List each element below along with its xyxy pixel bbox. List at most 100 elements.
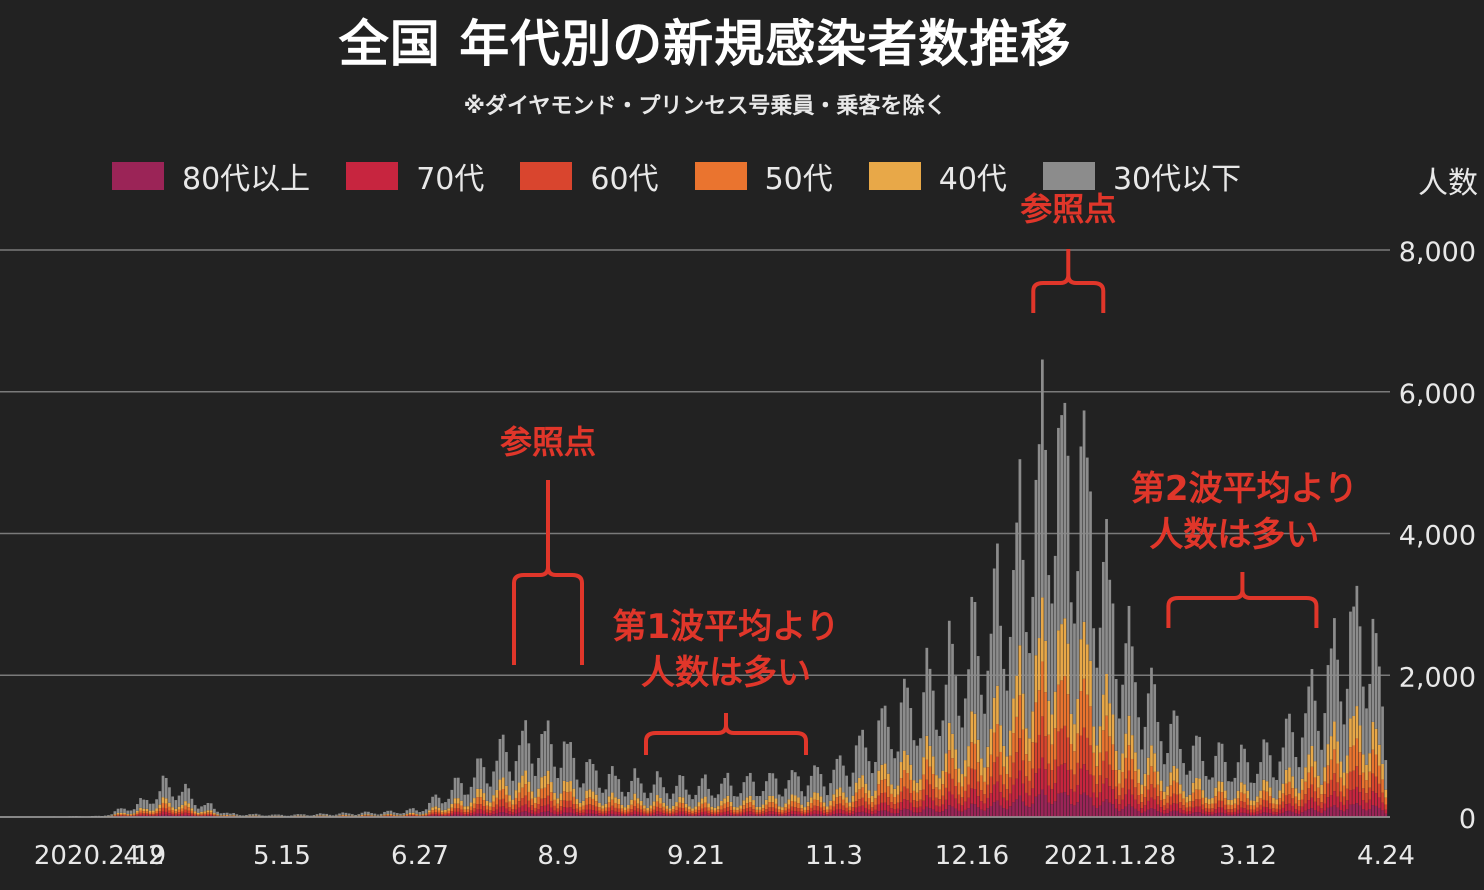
bar-segment-series-4 <box>1008 730 1012 756</box>
bar-segment-series-5 <box>954 676 958 750</box>
bar-segment-series-2 <box>408 815 412 816</box>
bar-segment-series-1 <box>196 815 200 817</box>
bar-segment-series-2 <box>803 812 807 815</box>
bar-segment-series-4 <box>858 777 861 790</box>
bar-segment-series-3 <box>813 799 816 806</box>
bar-segment-series-4 <box>896 785 900 795</box>
bar-segment-series-2 <box>142 813 146 815</box>
bar-segment-series-5 <box>960 727 964 775</box>
bar-segment-series-0 <box>1082 792 1086 817</box>
bar-segment-series-5 <box>1291 732 1295 777</box>
bar-segment-series-5 <box>928 668 932 746</box>
bar-segment-series-3 <box>1259 798 1262 805</box>
bar-segment-series-0 <box>572 813 576 817</box>
bar-segment-series-4 <box>517 782 521 793</box>
bar-segment-series-0 <box>1329 806 1333 817</box>
bar-segment-series-1 <box>193 815 197 817</box>
bar-segment-series-2 <box>1233 808 1237 812</box>
bar-segment-series-2 <box>450 811 454 814</box>
bar-segment-series-4 <box>383 814 386 816</box>
bar-segment-series-4 <box>180 804 184 809</box>
bar-segment-series-3 <box>216 815 219 816</box>
bar-segment-series-4 <box>659 797 662 804</box>
bar-segment-series-3 <box>1024 754 1028 777</box>
bar-segment-series-1 <box>700 811 704 815</box>
bar-segment-series-5 <box>591 763 595 792</box>
chart-title: 全国 年代別の新規感染者数推移 <box>338 15 1072 73</box>
bar-segment-series-1 <box>601 813 605 816</box>
bar-segment-series-0 <box>476 813 479 817</box>
bar-segment-series-3 <box>1342 785 1346 797</box>
bar-segment-series-4 <box>1063 618 1067 677</box>
bar-segment-series-4 <box>1211 798 1214 804</box>
bar-segment-series-3 <box>1118 783 1121 796</box>
bar-segment-series-4 <box>1249 800 1253 806</box>
bar-segment-series-1 <box>819 811 823 815</box>
bar-segment-series-4 <box>444 809 447 812</box>
bar-segment-series-0 <box>1018 795 1022 817</box>
bar-segment-series-1 <box>1111 789 1115 805</box>
bar-segment-series-0 <box>1124 806 1128 817</box>
bar-segment-series-0 <box>919 812 922 817</box>
bar-segment-series-5 <box>1349 611 1352 719</box>
bar-segment-series-4 <box>996 685 999 725</box>
bar-segment-series-4 <box>899 762 903 779</box>
bar-segment-series-3 <box>444 811 447 814</box>
bar-segment-series-5 <box>1358 626 1362 726</box>
bar-segment-series-5 <box>774 778 778 799</box>
bar-segment-series-0 <box>1057 793 1060 817</box>
bar-segment-series-1 <box>1098 792 1102 806</box>
bar-segment-series-4 <box>1361 754 1365 773</box>
bar-segment-series-1 <box>822 813 826 816</box>
x-tick-label: 8.9 <box>537 841 578 871</box>
bar-segment-series-3 <box>511 804 515 810</box>
bar-segment-series-1 <box>1304 803 1307 811</box>
bar-segment-series-5 <box>736 796 739 808</box>
legend-label-40s: 40代 <box>938 162 1007 197</box>
bar-segment-series-2 <box>1268 803 1272 809</box>
bar-segment-series-1 <box>707 813 710 816</box>
bar-segment-series-3 <box>196 814 200 816</box>
bar-segment-series-0 <box>1233 814 1237 817</box>
bar-segment-series-3 <box>1044 692 1047 737</box>
bar-segment-series-2 <box>732 812 736 815</box>
bar-segment-series-2 <box>681 807 685 812</box>
bar-segment-series-2 <box>931 789 935 801</box>
bar-segment-series-4 <box>360 814 364 816</box>
bar-segment-series-0 <box>517 812 521 817</box>
bar-segment-series-2 <box>1272 808 1275 812</box>
bar-segment-series-1 <box>498 806 502 813</box>
bar-segment-series-2 <box>431 812 434 815</box>
bar-segment-series-0 <box>1317 811 1320 817</box>
bar-segment-series-5 <box>671 793 675 806</box>
bar-segment-series-1 <box>1188 810 1192 815</box>
bar-segment-series-3 <box>206 812 210 814</box>
bar-segment-series-0 <box>469 815 473 817</box>
bar-segment-series-1 <box>537 809 540 814</box>
bar-segment-series-2 <box>1114 786 1118 800</box>
bar-segment-series-5 <box>858 735 861 778</box>
bar-segment-series-4 <box>123 813 126 815</box>
bar-segment-series-1 <box>1211 811 1214 815</box>
bar-segment-series-5 <box>248 814 252 816</box>
bar-segment-series-5 <box>1140 749 1144 785</box>
bar-segment-series-0 <box>533 814 537 817</box>
bar-segment-series-0 <box>877 811 881 817</box>
bar-segment-series-0 <box>1310 808 1314 817</box>
bar-segment-series-1 <box>793 811 797 815</box>
bar-segment-series-5 <box>402 812 406 816</box>
bar-segment-series-4 <box>148 810 152 813</box>
annotation-bracket-3 <box>1031 249 1106 313</box>
bar-segment-series-4 <box>1365 764 1368 781</box>
bar-segment-series-3 <box>440 812 444 814</box>
bar-segment-series-0 <box>790 814 794 817</box>
bar-segment-series-1 <box>1082 764 1086 793</box>
bar-segment-series-0 <box>1195 812 1198 817</box>
bar-segment-series-5 <box>1114 679 1118 751</box>
bar-segment-series-5 <box>1018 459 1022 646</box>
bar-segment-series-3 <box>980 775 983 791</box>
bar-segment-series-1 <box>1323 803 1327 811</box>
bar-segment-series-5 <box>1381 706 1384 764</box>
bar-segment-series-3 <box>1227 804 1230 810</box>
bar-segment-series-2 <box>986 784 990 798</box>
